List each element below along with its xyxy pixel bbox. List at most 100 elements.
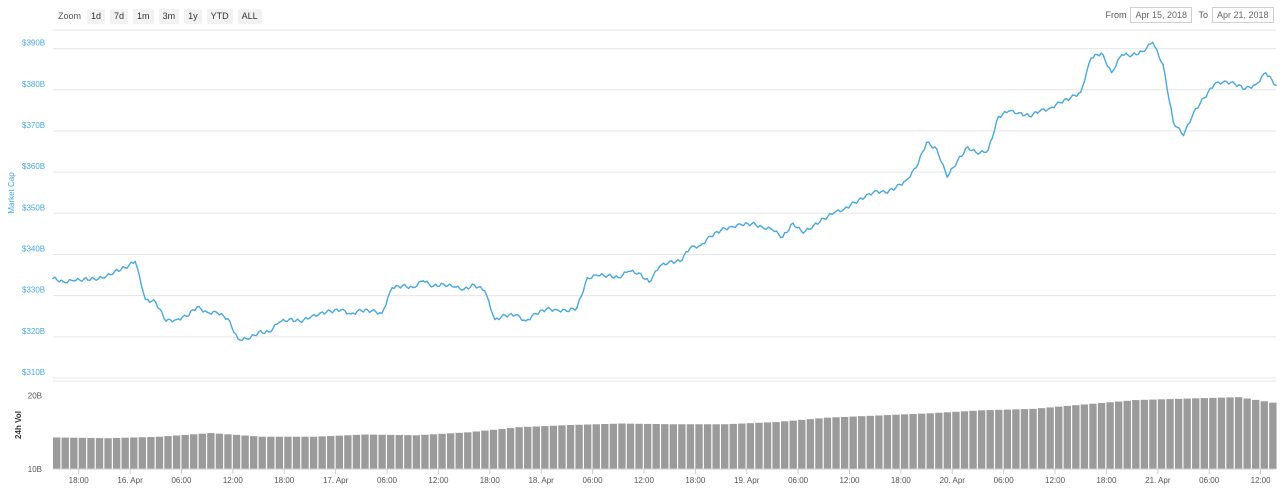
zoom-3m-button[interactable]: 3m bbox=[158, 8, 180, 24]
from-label: From bbox=[1105, 10, 1127, 20]
market-cap-point bbox=[894, 186, 897, 189]
volume-bar bbox=[284, 436, 292, 469]
zoom-label: Zoom bbox=[58, 11, 82, 21]
volume-bar bbox=[1097, 403, 1106, 469]
zoom-1m-button[interactable]: 1m bbox=[133, 8, 154, 24]
market-cap-point bbox=[1254, 84, 1257, 86]
volume-tick-label: 10B bbox=[28, 465, 42, 474]
volume-bar bbox=[121, 437, 129, 469]
volume-bar bbox=[532, 426, 540, 469]
volume-bar bbox=[1114, 401, 1123, 469]
to-label: To bbox=[1198, 10, 1208, 20]
volume-bar bbox=[1243, 398, 1251, 469]
volume-bar bbox=[395, 435, 403, 469]
volume-bar bbox=[1123, 400, 1131, 469]
market-cap-point bbox=[1069, 97, 1072, 99]
market-cap-point bbox=[124, 266, 126, 269]
market-cap-point bbox=[1079, 91, 1082, 94]
volume-bar bbox=[506, 428, 515, 469]
y-tick-label: $310B bbox=[22, 368, 45, 377]
volume-bar bbox=[883, 415, 892, 469]
x-tick-label: 18:00 bbox=[1096, 476, 1117, 485]
volume-bar bbox=[669, 424, 678, 469]
volume-bar bbox=[575, 424, 583, 469]
market-cap-point bbox=[391, 287, 393, 289]
market-cap-point bbox=[422, 280, 424, 282]
volume-bar bbox=[1003, 409, 1012, 469]
y-axis-title: Market Cap bbox=[7, 172, 16, 214]
volume-bar bbox=[678, 424, 686, 469]
market-cap-point bbox=[1121, 53, 1123, 56]
volume-bar bbox=[172, 435, 181, 469]
market-cap-point bbox=[103, 277, 106, 279]
market-cap-point bbox=[1110, 71, 1113, 74]
market-cap-point bbox=[370, 310, 373, 312]
zoom-all-button[interactable]: ALL bbox=[237, 8, 262, 24]
volume-bar bbox=[866, 415, 874, 469]
market-cap-point bbox=[154, 301, 157, 304]
zoom-1d-button[interactable]: 1d bbox=[87, 8, 106, 24]
volume-bar bbox=[969, 410, 977, 469]
volume-bar bbox=[721, 424, 729, 469]
volume-bar bbox=[481, 430, 489, 469]
market-cap-point bbox=[1182, 134, 1185, 137]
zoom-ytd-button[interactable]: YTD bbox=[206, 8, 233, 24]
market-cap-point bbox=[761, 226, 763, 228]
market-cap-point bbox=[638, 272, 640, 274]
zoom-7d-button[interactable]: 7d bbox=[110, 8, 129, 24]
volume-bar bbox=[421, 434, 429, 469]
market-cap-point bbox=[165, 320, 167, 322]
volume-bar bbox=[1063, 405, 1071, 469]
market-cap-point bbox=[329, 310, 332, 313]
volume-bar bbox=[267, 436, 275, 469]
x-tick-label: 18:00 bbox=[685, 476, 706, 485]
volume-bar bbox=[1217, 397, 1226, 469]
volume-bar bbox=[524, 426, 532, 469]
market-cap-point bbox=[679, 260, 681, 263]
market-cap-point bbox=[473, 284, 476, 286]
market-cap-point bbox=[93, 277, 95, 280]
volume-bar bbox=[429, 434, 438, 469]
volume-bar bbox=[70, 437, 78, 469]
y-tick-label: $370B bbox=[22, 121, 45, 130]
volume-bar bbox=[995, 409, 1003, 469]
volume-bar bbox=[446, 433, 455, 469]
y-tick-label: $350B bbox=[22, 203, 45, 212]
market-cap-point bbox=[864, 196, 866, 199]
zoom-1y-button[interactable]: 1y bbox=[184, 8, 202, 24]
from-date-input[interactable]: Apr 15, 2018 bbox=[1130, 7, 1193, 23]
market-cap-point bbox=[874, 189, 876, 192]
volume-bar bbox=[1106, 402, 1114, 469]
market-cap-point bbox=[442, 283, 445, 285]
volume-bar bbox=[344, 435, 352, 469]
market-cap-point bbox=[576, 306, 578, 309]
market-cap-point bbox=[997, 115, 1000, 118]
volume-bar bbox=[643, 423, 652, 469]
volume-bar bbox=[275, 436, 284, 469]
market-cap-point bbox=[83, 278, 85, 280]
market-cap-point bbox=[381, 312, 383, 315]
volume-bar bbox=[53, 437, 61, 469]
volume-bar bbox=[112, 437, 121, 469]
market-cap-point bbox=[257, 331, 260, 334]
market-cap-point bbox=[545, 308, 548, 311]
market-cap-point bbox=[1151, 41, 1154, 44]
market-cap-point bbox=[843, 207, 846, 210]
market-cap-point bbox=[237, 338, 239, 340]
volume-bar bbox=[875, 415, 883, 469]
volume-bar bbox=[746, 423, 755, 469]
to-date-input[interactable]: Apr 21, 2018 bbox=[1212, 7, 1274, 23]
market-cap-point bbox=[668, 260, 671, 263]
market-cap-point bbox=[360, 309, 363, 312]
x-tick-label: 06:00 bbox=[1199, 476, 1220, 485]
volume-bar bbox=[626, 423, 635, 469]
market-cap-point bbox=[134, 260, 137, 263]
market-cap-point bbox=[432, 285, 435, 287]
volume-bar bbox=[661, 424, 669, 469]
volume-bar bbox=[95, 438, 104, 469]
volume-bar bbox=[87, 437, 95, 469]
market-cap-point bbox=[689, 247, 691, 249]
volume-tick-label: 20B bbox=[28, 392, 42, 401]
volume-bar bbox=[489, 429, 498, 469]
